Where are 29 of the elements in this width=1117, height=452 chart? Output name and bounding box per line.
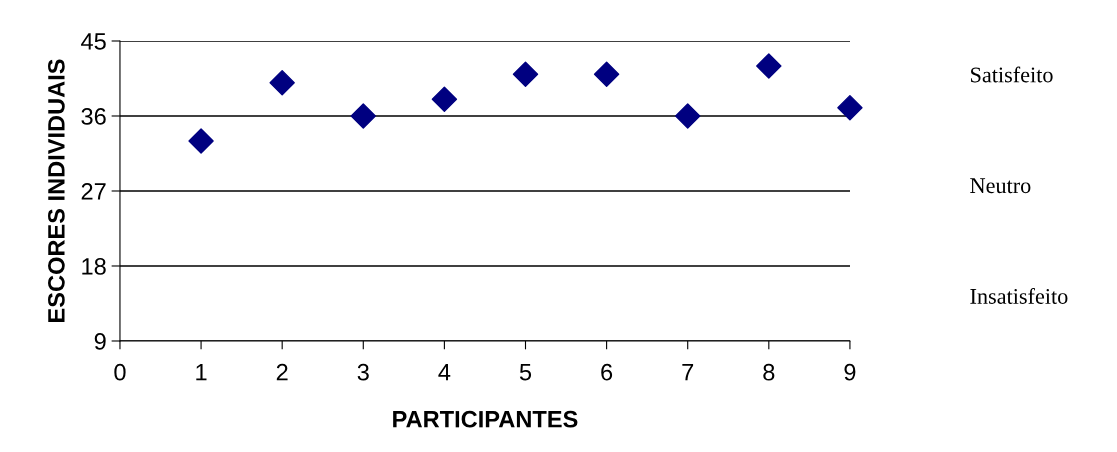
point — [756, 53, 782, 79]
point — [350, 103, 377, 129]
x-tick-label: 8 — [763, 363, 775, 381]
point — [269, 69, 295, 96]
point — [431, 86, 458, 113]
text: Neutro — [970, 178, 1031, 194]
point — [593, 61, 620, 88]
text: Insatisfeito — [970, 288, 1068, 304]
x-tick-label: 0 — [114, 363, 126, 381]
x-tick-label: 6 — [601, 363, 613, 381]
x-tick-label: 2 — [276, 363, 288, 381]
y-tick-label: 9 — [94, 333, 106, 350]
point — [188, 128, 214, 154]
y-tick-label: 27 — [81, 183, 106, 200]
text: Satisfeito — [971, 66, 1053, 83]
point — [512, 61, 539, 88]
x-tick-label: 7 — [682, 364, 694, 381]
x-tick-label: 9 — [844, 363, 856, 381]
x-axis-title: PARTICIPANTES — [393, 410, 578, 428]
x-tick-label: 1 — [196, 364, 207, 381]
y-axis-title: ESCORES INDIVIDUAIS — [48, 59, 65, 322]
y-tick-label: 18 — [82, 258, 106, 275]
point — [837, 94, 863, 121]
x-tick-label: 5 — [519, 364, 532, 381]
y-tick-label: 45 — [81, 33, 106, 50]
x-tick-label: 3 — [357, 363, 369, 381]
y-tick-label: 36 — [81, 108, 106, 125]
point — [674, 103, 701, 129]
x-tick-label: 4 — [438, 364, 451, 381]
